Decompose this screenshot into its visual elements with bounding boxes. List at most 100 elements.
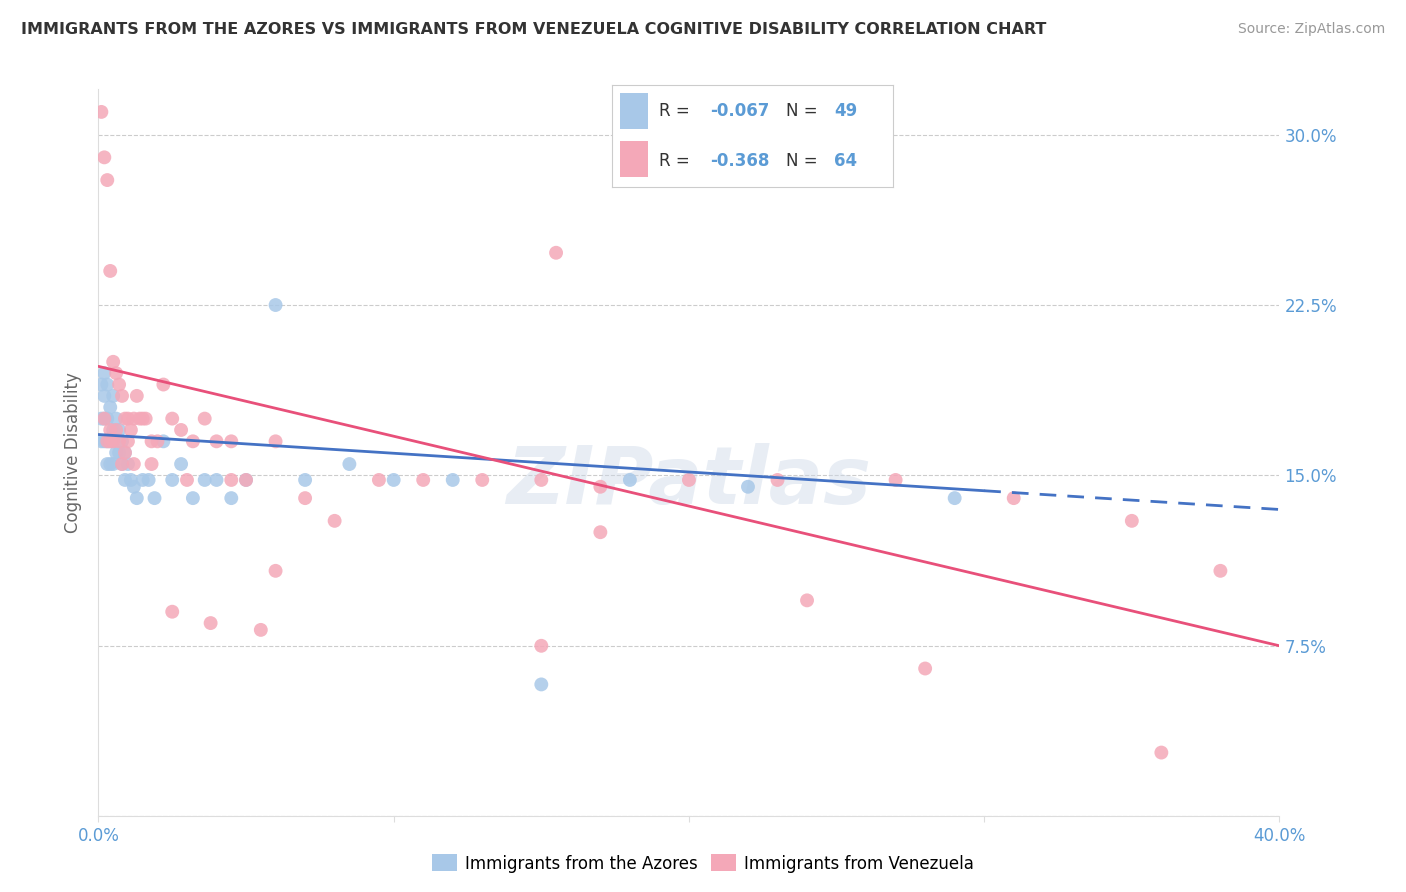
Point xyxy=(382,473,405,487)
Point xyxy=(530,639,553,653)
Point xyxy=(530,473,553,487)
Point xyxy=(766,473,789,487)
Point xyxy=(205,473,228,487)
Text: R =: R = xyxy=(659,153,696,170)
Point xyxy=(103,355,125,369)
Point xyxy=(146,434,169,449)
Point xyxy=(122,411,145,425)
Point xyxy=(589,480,612,494)
Point xyxy=(111,457,134,471)
Point xyxy=(250,623,273,637)
Point xyxy=(221,473,243,487)
Point xyxy=(138,473,160,487)
Point xyxy=(619,473,641,487)
Point xyxy=(141,434,163,449)
Point xyxy=(162,605,183,619)
Point xyxy=(441,473,464,487)
Point xyxy=(339,457,361,471)
Point xyxy=(235,473,257,487)
Point xyxy=(1209,564,1232,578)
Point xyxy=(108,377,131,392)
Point xyxy=(125,491,148,505)
Point xyxy=(221,434,243,449)
Point xyxy=(103,434,125,449)
Point xyxy=(93,411,115,425)
Point xyxy=(93,389,115,403)
Text: Source: ZipAtlas.com: Source: ZipAtlas.com xyxy=(1237,22,1385,37)
Point xyxy=(114,445,136,460)
Point xyxy=(884,473,907,487)
Point xyxy=(294,491,316,505)
Point xyxy=(546,245,568,260)
Point xyxy=(105,423,128,437)
Text: N =: N = xyxy=(786,102,823,120)
Point xyxy=(98,434,121,449)
Point xyxy=(122,457,145,471)
Point xyxy=(294,473,316,487)
Point xyxy=(128,411,150,425)
Point xyxy=(96,434,118,449)
Point xyxy=(93,150,115,164)
Point xyxy=(914,661,936,675)
Text: 64: 64 xyxy=(834,153,856,170)
Point xyxy=(125,389,148,403)
Point xyxy=(943,491,966,505)
Point xyxy=(111,389,134,403)
Point xyxy=(111,457,134,471)
Point xyxy=(96,173,118,187)
Legend: Immigrants from the Azores, Immigrants from Venezuela: Immigrants from the Azores, Immigrants f… xyxy=(425,847,981,880)
Point xyxy=(90,434,112,449)
Point xyxy=(221,491,243,505)
Point xyxy=(170,423,193,437)
Point xyxy=(114,411,136,425)
Point xyxy=(103,389,125,403)
Point xyxy=(471,473,494,487)
Point xyxy=(368,473,391,487)
Point xyxy=(96,377,118,392)
Text: R =: R = xyxy=(659,102,696,120)
Point xyxy=(176,473,198,487)
Text: -0.067: -0.067 xyxy=(710,102,769,120)
Point xyxy=(98,401,121,415)
Point xyxy=(181,434,204,449)
Point xyxy=(181,491,204,505)
Y-axis label: Cognitive Disability: Cognitive Disability xyxy=(65,372,83,533)
Point xyxy=(111,434,134,449)
Point xyxy=(1150,746,1173,760)
Point xyxy=(194,473,217,487)
Point xyxy=(117,411,139,425)
Point xyxy=(105,411,128,425)
Point xyxy=(117,434,139,449)
Point xyxy=(108,434,131,449)
Point xyxy=(737,480,759,494)
Point xyxy=(120,473,142,487)
Point xyxy=(530,677,553,691)
Point xyxy=(205,434,228,449)
Text: 49: 49 xyxy=(834,102,858,120)
Point xyxy=(143,491,166,505)
Point xyxy=(96,457,118,471)
Point xyxy=(162,411,183,425)
Point xyxy=(264,298,287,312)
Point xyxy=(108,423,131,437)
Point xyxy=(90,104,112,119)
Point xyxy=(96,411,118,425)
Point xyxy=(96,434,118,449)
Point xyxy=(108,445,131,460)
Point xyxy=(162,473,183,487)
Point xyxy=(264,434,287,449)
Text: IMMIGRANTS FROM THE AZORES VS IMMIGRANTS FROM VENEZUELA COGNITIVE DISABILITY COR: IMMIGRANTS FROM THE AZORES VS IMMIGRANTS… xyxy=(21,22,1046,37)
Point xyxy=(200,616,222,631)
Point xyxy=(103,423,125,437)
Point xyxy=(90,411,112,425)
Text: -0.368: -0.368 xyxy=(710,153,769,170)
Bar xyxy=(620,93,648,128)
Text: ZIPatlas: ZIPatlas xyxy=(506,442,872,521)
Point xyxy=(105,445,128,460)
Point xyxy=(93,366,115,380)
Point xyxy=(93,411,115,425)
Point xyxy=(132,473,155,487)
Point xyxy=(105,366,128,380)
Point xyxy=(323,514,346,528)
Point xyxy=(141,457,163,471)
